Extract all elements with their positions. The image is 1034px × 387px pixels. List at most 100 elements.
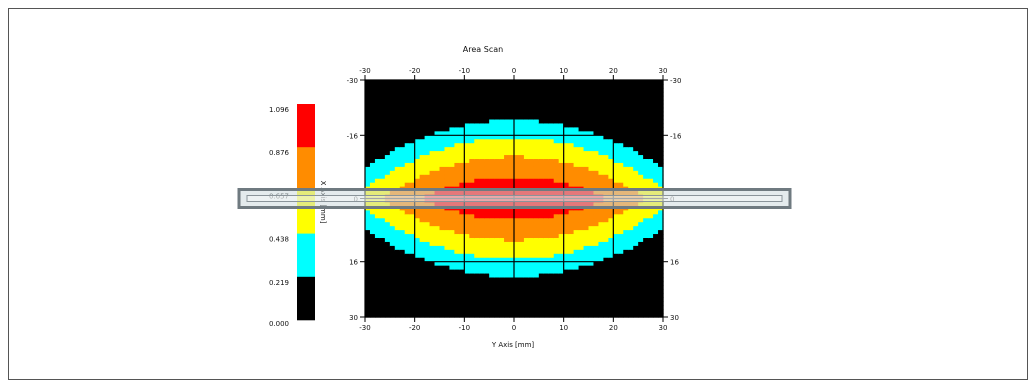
heat-cell	[369, 99, 376, 105]
heat-cell	[424, 238, 431, 243]
heat-cell	[523, 269, 530, 275]
heat-cell	[474, 222, 480, 227]
heat-cell	[414, 261, 421, 267]
heat-cell	[643, 135, 649, 140]
heat-cell	[365, 253, 371, 259]
heat-cell	[573, 281, 580, 286]
heat-cell	[558, 166, 565, 172]
heat-cell	[365, 309, 371, 314]
heat-cell	[643, 265, 649, 271]
heat-cell	[523, 210, 530, 215]
heat-cell	[384, 83, 391, 89]
heat-cell	[469, 80, 475, 85]
heat-cell	[528, 103, 535, 109]
heat-cell	[389, 127, 396, 132]
heat-cell	[374, 166, 381, 172]
heat-cell	[514, 99, 520, 105]
heat-cell	[479, 95, 485, 101]
heat-cell	[414, 301, 421, 306]
heat-cell	[618, 143, 624, 148]
heat-cell	[558, 174, 565, 180]
heat-cell	[389, 285, 396, 290]
heat-cell	[434, 289, 441, 294]
heat-cell	[648, 111, 654, 117]
heat-cell	[429, 269, 436, 275]
heat-cell	[608, 261, 614, 267]
heat-cell	[444, 143, 451, 148]
heat-cell	[523, 313, 530, 318]
heat-cell	[494, 277, 500, 283]
heat-cell	[648, 261, 654, 267]
heat-cell	[603, 174, 609, 180]
heat-cell	[613, 80, 619, 85]
heat-cell	[389, 222, 396, 227]
heat-cell	[504, 95, 510, 101]
heat-cell	[439, 103, 446, 109]
heat-cell	[568, 226, 575, 231]
heat-cell	[479, 151, 485, 156]
heat-cell	[394, 226, 401, 231]
heat-cell	[553, 170, 560, 176]
heat-cell	[533, 123, 540, 128]
heat-cell	[588, 289, 595, 294]
heat-cell	[618, 107, 624, 113]
heat-cell	[434, 265, 441, 271]
heat-cell	[384, 107, 391, 113]
heat-cell	[533, 289, 540, 294]
heat-cell	[533, 257, 540, 263]
heat-cell	[553, 139, 560, 144]
heat-cell	[553, 178, 560, 184]
heat-cell	[558, 265, 565, 271]
heat-cell	[518, 230, 525, 235]
heat-cell	[439, 261, 446, 267]
heat-cell	[509, 111, 515, 117]
heat-cell	[528, 107, 535, 113]
heat-cell	[504, 257, 510, 263]
heat-cell	[479, 123, 485, 128]
heat-cell	[613, 166, 619, 172]
heat-cell	[533, 119, 540, 125]
heat-cell	[543, 91, 550, 97]
heat-cell	[543, 111, 550, 117]
heat-cell	[369, 265, 376, 271]
heat-cell	[434, 83, 441, 89]
heat-cell	[523, 257, 530, 263]
heat-cell	[588, 257, 595, 263]
heat-cell	[489, 139, 495, 144]
heat-cell	[593, 285, 600, 290]
heat-cell	[643, 127, 649, 132]
heat-cell	[419, 170, 426, 176]
heat-cell	[494, 265, 500, 271]
heat-cell	[424, 222, 431, 227]
heat-cell	[523, 87, 530, 93]
heat-cell	[633, 277, 639, 283]
heat-cell	[394, 261, 401, 267]
heat-cell	[638, 162, 644, 168]
heat-cell	[389, 91, 396, 97]
heat-cell	[429, 313, 436, 318]
heat-cell	[509, 95, 515, 101]
heat-cell	[399, 222, 406, 227]
heat-cell	[643, 159, 649, 164]
heat-cell	[464, 147, 470, 152]
heat-cell	[658, 245, 664, 251]
heat-cell	[389, 80, 396, 85]
heat-cell	[588, 159, 595, 164]
heat-cell	[628, 123, 634, 128]
heat-cell	[384, 297, 391, 302]
heat-cell	[365, 147, 371, 152]
heat-cell	[538, 127, 545, 132]
heat-cell	[603, 178, 609, 184]
heat-cell	[578, 261, 585, 267]
heat-cell	[409, 91, 416, 97]
heat-cell	[613, 281, 619, 286]
heat-cell	[379, 135, 386, 140]
heat-cell	[404, 313, 411, 318]
heat-cell	[404, 107, 411, 113]
heat-cell	[648, 147, 654, 152]
heat-cell	[469, 214, 475, 219]
heat-cell	[509, 261, 515, 267]
heat-cell	[479, 214, 485, 219]
heat-cell	[504, 83, 510, 89]
heat-cell	[424, 226, 431, 231]
